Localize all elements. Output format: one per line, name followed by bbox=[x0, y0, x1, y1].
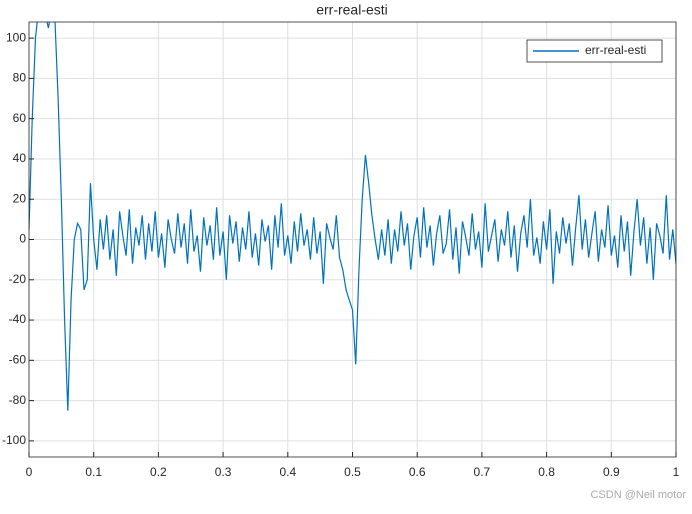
y-tick-label: -60 bbox=[9, 353, 27, 367]
x-tick-label: 0.5 bbox=[344, 465, 361, 479]
x-tick-label: 0.8 bbox=[538, 465, 555, 479]
x-tick-label: 0.1 bbox=[85, 465, 102, 479]
watermark: CSDN @Neil motor bbox=[590, 489, 686, 501]
y-tick-label: -40 bbox=[9, 312, 27, 326]
x-tick-label: 1 bbox=[673, 465, 680, 479]
x-tick-label: 0.7 bbox=[474, 465, 491, 479]
legend-box bbox=[526, 39, 663, 63]
x-tick-label: 0.2 bbox=[150, 465, 167, 479]
y-tick-label: -100 bbox=[2, 433, 26, 447]
y-tick-label: 100 bbox=[6, 30, 26, 44]
x-tick-label: 0.4 bbox=[279, 465, 296, 479]
legend-label: err-real-esti bbox=[585, 43, 646, 57]
y-tick-label: 40 bbox=[13, 151, 27, 165]
x-tick-label: 0.6 bbox=[409, 465, 426, 479]
y-tick-label: -20 bbox=[9, 272, 27, 286]
y-tick-label: -80 bbox=[9, 393, 27, 407]
y-tick-label: 80 bbox=[13, 71, 27, 85]
y-tick-label: 20 bbox=[13, 191, 27, 205]
x-tick-label: 0.3 bbox=[215, 465, 232, 479]
y-tick-label: 0 bbox=[19, 232, 26, 246]
x-tick-label: 0 bbox=[26, 465, 33, 479]
y-tick-label: 60 bbox=[13, 111, 27, 125]
chart-title: err-real-esti bbox=[316, 2, 388, 18]
data-line bbox=[29, 22, 676, 411]
x-tick-label: 0.9 bbox=[603, 465, 620, 479]
